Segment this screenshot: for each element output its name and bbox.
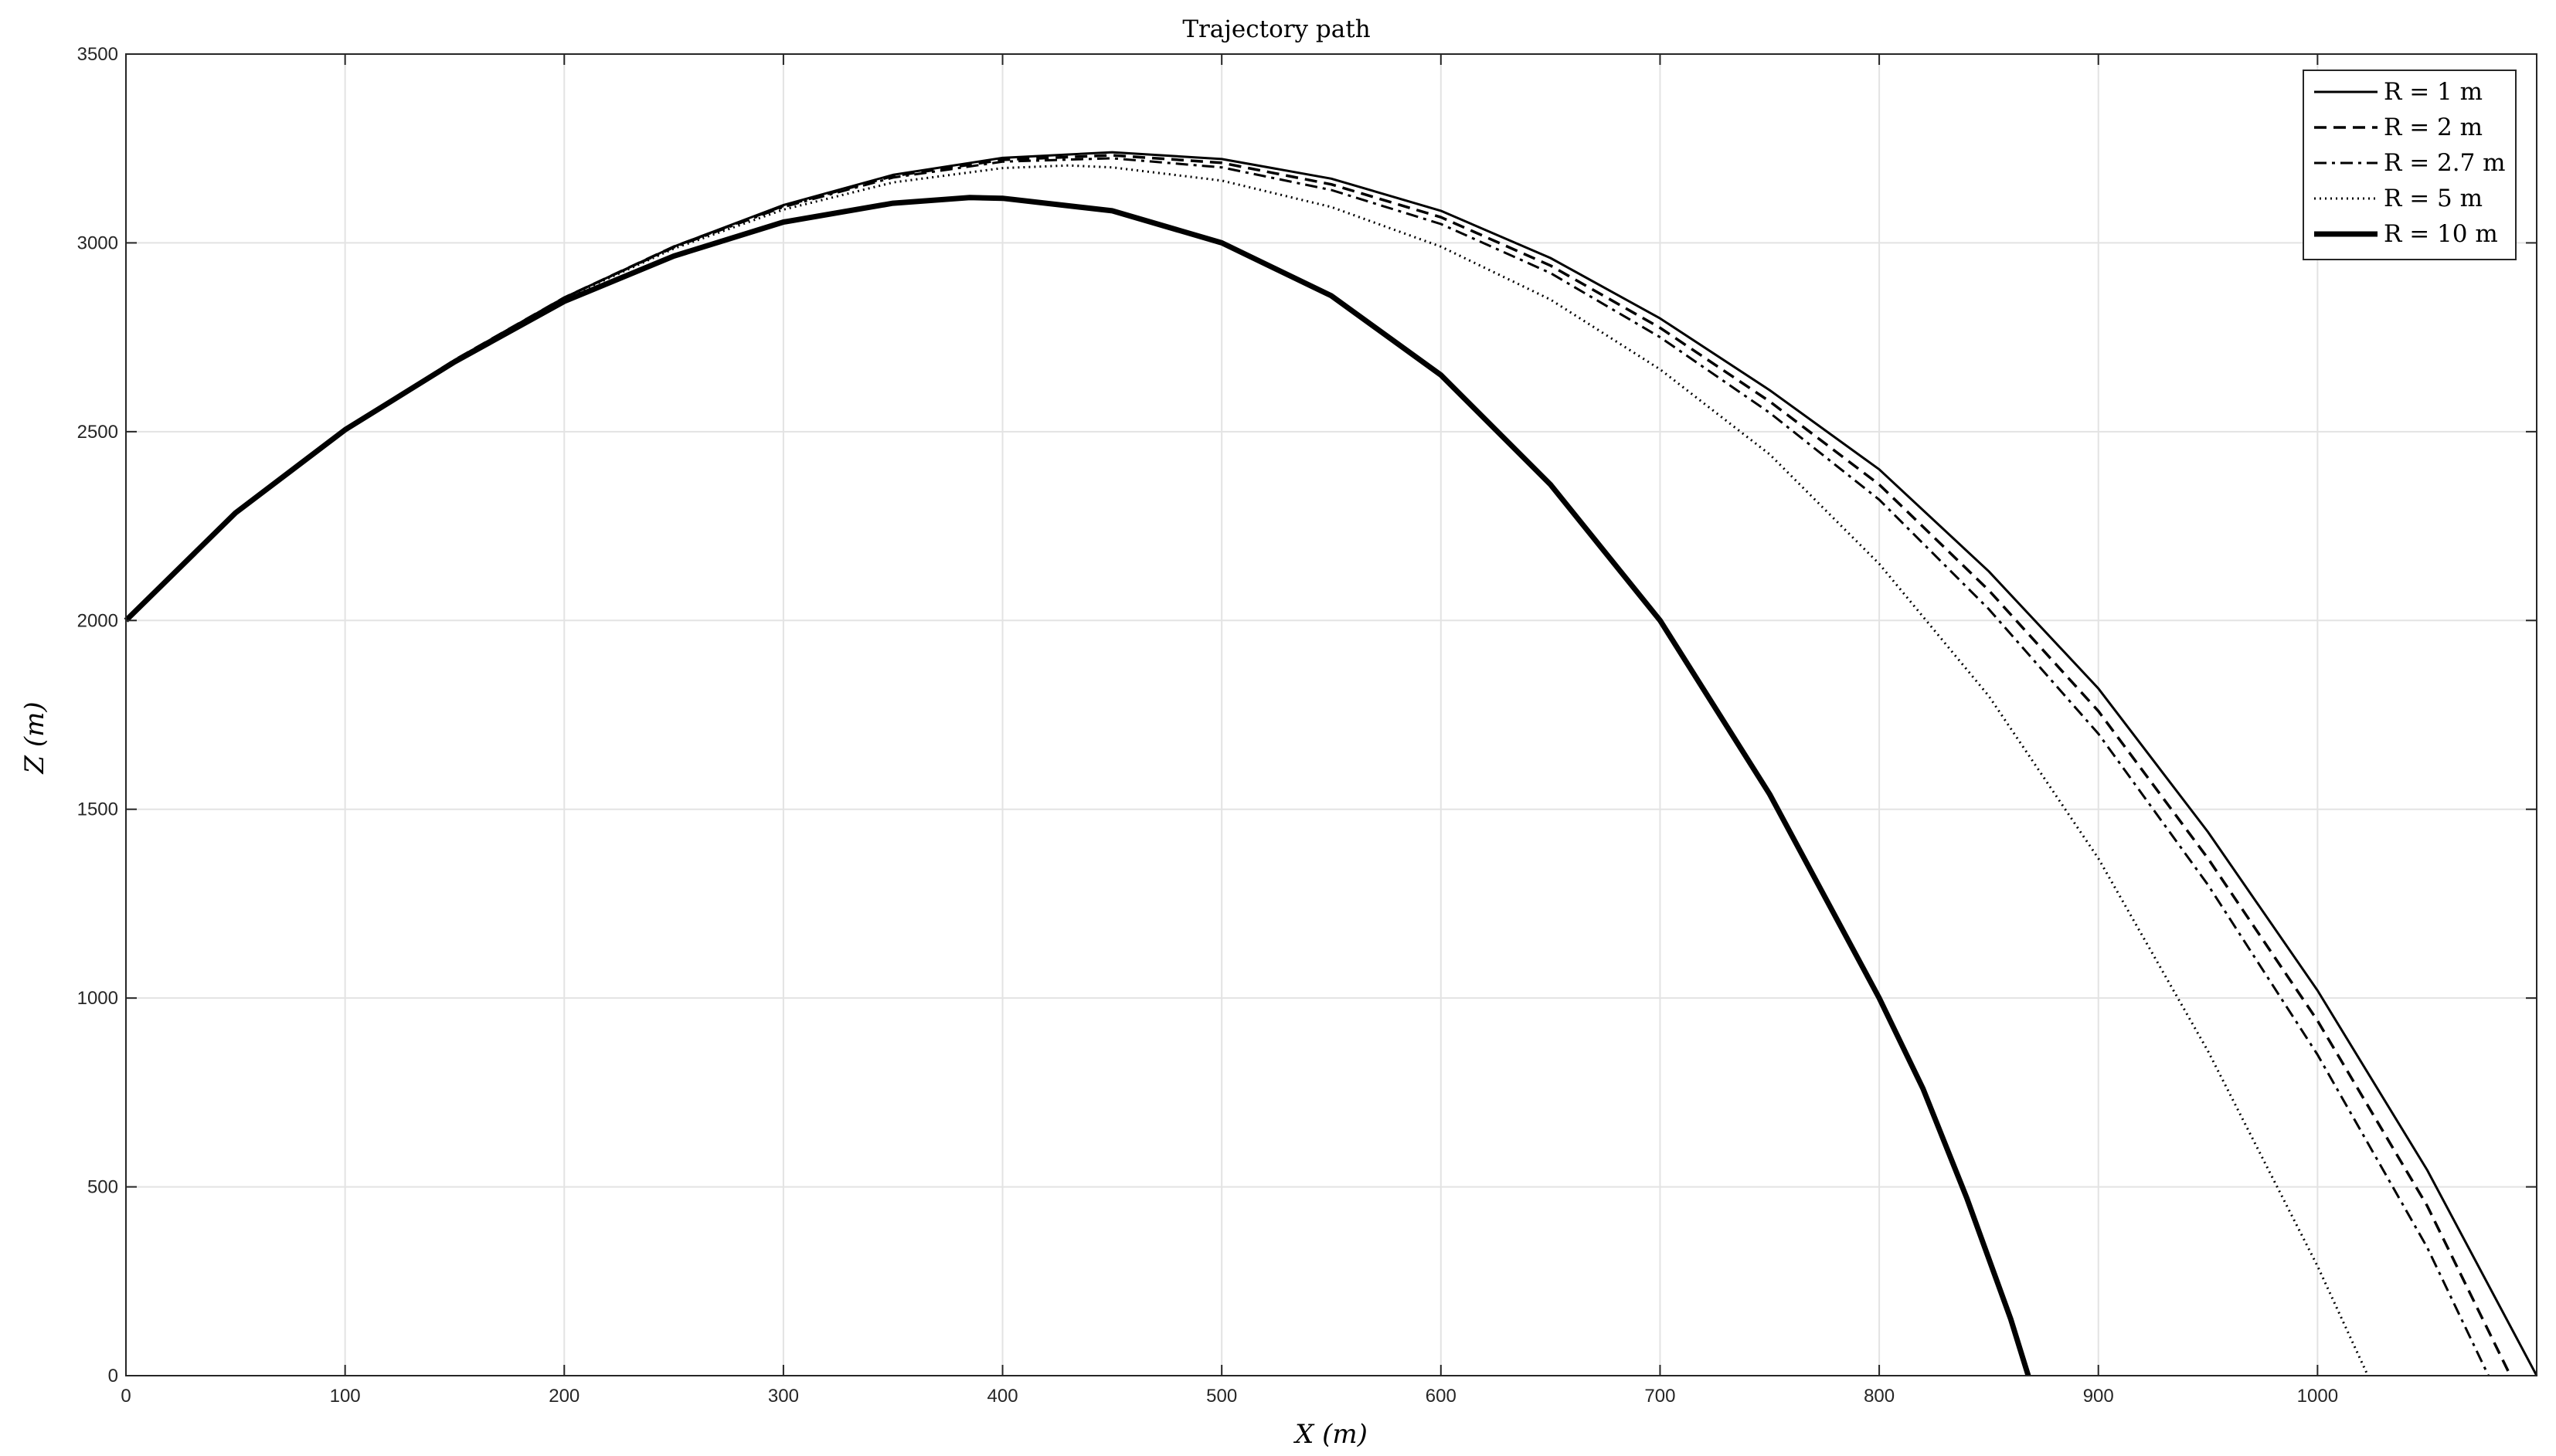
ticks — [125, 53, 2537, 1376]
y-tick-label: 1000 — [77, 988, 118, 1009]
x-tick-label: 900 — [2083, 1386, 2114, 1407]
legend-label-3: R = 2.7 m — [2384, 149, 2506, 177]
y-tick-label: 500 — [87, 1177, 118, 1198]
series-line-3 — [124, 157, 2490, 1376]
legend-entries: R = 1 m R = 2 m R = 2.7 m R = 5 m R = 10 m — [2314, 78, 2506, 248]
x-tick-label: 600 — [1426, 1386, 1456, 1407]
legend-box — [2303, 70, 2517, 260]
legend-label-1: R = 1 m — [2384, 78, 2483, 106]
series-line-5 — [124, 195, 2031, 1377]
legend: R = 1 m R = 2 m R = 2.7 m R = 5 m R = 10 m — [2303, 70, 2517, 260]
x-tick-label: 200 — [549, 1386, 580, 1407]
x-tick-label: 500 — [1206, 1386, 1237, 1407]
legend-label-4: R = 5 m — [2384, 185, 2483, 212]
y-tick-label: 3000 — [77, 232, 118, 253]
x-tick-label: 300 — [768, 1386, 799, 1407]
legend-label-2: R = 2 m — [2384, 114, 2483, 141]
legend-label-5: R = 10 m — [2384, 220, 2498, 248]
x-tick-label: 400 — [987, 1386, 1018, 1407]
y-tick-label: 3500 — [77, 44, 118, 65]
tick-labels: 0 100 200 300 400 500 600 700 800 900 1000 0 500 1000… — [77, 44, 2338, 1407]
plot-frame — [125, 53, 2537, 1376]
y-axis-title: Z (m) — [19, 701, 50, 774]
x-tick-label: 100 — [330, 1386, 361, 1407]
y-tick-label: 0 — [108, 1366, 118, 1386]
y-tick-label: 2000 — [77, 610, 118, 631]
series-layer — [124, 151, 2538, 1377]
chart-title: Trajectory path — [1182, 15, 1370, 43]
x-axis-title: X (m) — [1293, 1419, 1368, 1450]
x-tick-label: 1000 — [2297, 1386, 2338, 1407]
y-tick-label: 1500 — [77, 799, 118, 820]
y-tick-label: 2500 — [77, 422, 118, 443]
x-tick-label: 0 — [121, 1386, 131, 1407]
x-tick-label: 700 — [1644, 1386, 1675, 1407]
x-tick-label: 800 — [1864, 1386, 1895, 1407]
